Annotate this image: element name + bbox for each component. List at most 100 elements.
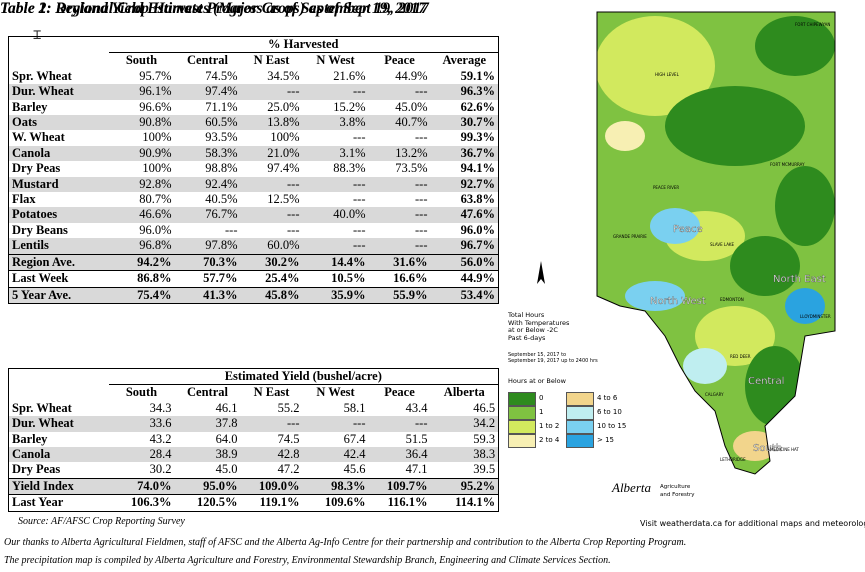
value-cell: 28.4 [108,447,175,463]
summary-value: 45.8% [240,286,303,304]
city-lethbridge: LETHBRIDGE [720,457,746,462]
column-header: Central [187,53,228,68]
value-cell: 96.1% [108,84,175,100]
value-cell: 88.3% [333,161,366,176]
value-cell: 40.7% [368,115,431,131]
corner-cell [9,369,109,385]
summary-value: 10.5% [302,270,369,287]
value-cell: 60.5% [174,115,241,131]
table-superheader-row: % Harvested [9,36,499,54]
summary-value: 119.1% [240,494,303,512]
value-cell: 64.0 [215,431,238,446]
value-cell: --- [353,130,366,145]
value-cell: 3.1% [302,145,369,162]
column-header: South [125,385,158,400]
value-cell: 34.5% [267,68,300,83]
column-header: N East [253,53,290,68]
table-row: Barley 43.2 64.0 74.5 67.4 51.5 59.3 [9,432,499,447]
city-red-deer: RED DEER [730,354,751,359]
crop-label: Lentils [8,238,109,255]
table-header-row: South Central N East N West Peace Average [9,53,499,69]
value-cell: 100% [270,130,300,145]
map-date-range: September 15, 2017 to September 19, 2017… [508,352,598,364]
value-cell: 34.3 [149,400,172,415]
value-cell: 47.2 [277,462,300,477]
value-cell: --- [240,84,303,100]
summary-label: Last Week [8,270,109,287]
table-row: Barley 96.6% 71.1% 25.0% 15.2% 45.0% 62.6% [9,100,499,115]
value-cell: 73.5% [395,161,428,176]
value-cell: 67.4 [343,431,366,446]
value-cell: 93.5% [205,130,238,145]
value-cell: 90.8% [108,115,175,131]
value-cell: 96.7% [430,238,499,255]
value-cell: 58.1 [343,400,366,415]
value-cell: 76.7% [174,207,241,223]
table-row: Canola 28.4 38.9 42.8 42.4 36.4 38.3 [8,447,499,463]
city-grande-prairie: GRANDE PRAIRIE [613,234,647,239]
value-cell: --- [240,176,303,193]
value-cell: 21.0% [240,145,303,162]
value-cell: 47.1 [405,462,428,477]
value-cell: --- [368,416,431,432]
summary-value: 41.3% [174,286,241,304]
table-row: W. Wheat 100% 93.5% 100% --- --- 99.3% [9,130,499,145]
column-header: Alberta [443,385,485,400]
value-cell: --- [353,222,366,237]
table-row: Spr. Wheat 34.3 46.1 55.2 58.1 43.4 46.5 [9,401,499,416]
value-cell: 38.3 [430,447,499,463]
summary-value: 53.4% [430,286,499,304]
column-header: N West [316,385,355,400]
crop-label: Dry Peas [12,462,61,477]
value-cell: 3.8% [302,115,369,131]
legend-title: Hours at or Below [508,377,566,385]
column-header: Central [187,385,228,400]
summary-row: Last Year 106.3% 120.5% 119.1% 109.6% 116.1% 1… [8,494,499,512]
crop-label: Potatoes [8,207,109,223]
city-edmonton: EDMONTON [720,297,744,302]
summary-value: 109.0% [240,477,303,495]
value-cell: 55.2 [277,400,300,415]
legend-label: 1 to 2 [539,422,560,430]
summary-row: 5 Year Ave. 75.4% 41.3% 45.8% 35.9% 55.9% 53.4… [8,286,499,304]
value-cell: 46.1 [215,400,238,415]
value-cell: 92.7% [430,176,499,193]
summary-value: 16.6% [368,270,431,287]
harvest-progress-table: % Harvested South Central N East N West Peace… [8,36,500,304]
crop-label: Dry Peas [12,161,61,176]
summary-value: 14.4% [302,253,369,271]
value-cell: 51.5 [405,431,428,446]
summary-value: 35.9% [302,286,369,304]
text-cursor-icon: ⌶ [33,27,42,43]
summary-label: 5 Year Ave. [8,286,109,304]
value-cell: 30.7% [430,115,499,131]
city-fort-chipewyan: FORT CHIPEWYAN [795,22,830,27]
value-cell: 36.4 [368,447,431,463]
crop-label: Barley [12,99,48,114]
summary-value: 25.4% [240,270,303,287]
value-cell: --- [225,222,238,237]
crop-label: Spr. Wheat [12,400,72,415]
summary-value: 31.6% [368,253,431,271]
crop-label: Canola [8,145,109,162]
crop-label: Mustard [8,176,109,193]
summary-value: 109.7% [368,477,431,495]
value-cell: 100% [142,161,172,176]
province-outline [596,11,836,475]
value-cell: 45.0 [215,462,238,477]
value-cell: 62.6% [460,99,496,114]
frost-hours-map: Peace North West North East Central Sout… [537,11,836,475]
summary-value: 98.3% [302,477,369,495]
summary-value: 70.3% [174,253,241,271]
summary-value: 86.8% [108,270,175,287]
value-cell: 100% [142,130,172,145]
table-row: Dur. Wheat 96.1% 97.4% --- --- --- 96.3% [8,84,499,100]
summary-value: 95.2% [430,477,499,495]
summary-value: 44.9% [430,270,499,287]
weatherdata-link[interactable]: Visit weatherdata.ca for additional maps… [640,519,865,528]
yield-estimates-table: Estimated Yield (bushel/acre) South Centra… [8,368,500,512]
value-cell: --- [368,176,431,193]
value-cell: 96.6% [139,99,172,114]
value-cell: 45.6 [343,462,366,477]
corner-cell [9,37,109,53]
